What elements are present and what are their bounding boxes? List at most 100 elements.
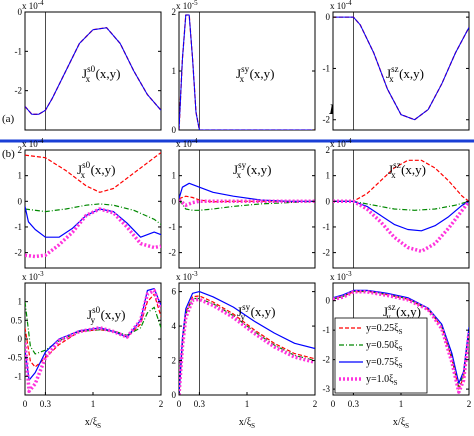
legend-label: y=1.0ξS [366,374,398,387]
axes-frame [178,149,316,269]
ytick-label: -1 [323,222,331,232]
series-line-1 [25,203,161,225]
ytick-label: 0 [326,296,331,306]
xtick-label: 1 [399,399,404,409]
ytick-label: 0 [326,196,331,206]
panel-title: Jsy x (x,y) [236,64,275,84]
ytick-label: 1 [172,171,177,181]
xaxis-label: x/ξS [85,417,101,430]
ytick-label: -1 [15,46,23,56]
panel-b3: 2 1 0 -1 -2 x 10-4 Jsz x (x,y) [323,137,470,269]
panel-c1: 1 0.5 0 -0.5 -1 0 0.3 1 2 x 10-3 Js0 y (x,y) x/ξS [8,270,164,430]
legend: y=0.25ξS y=0.50ξS y=0.75ξS y=1.0ξS [334,317,428,394]
axes-frame [332,11,470,131]
ytick-label: 0.5 [11,315,23,325]
ytick-label: -2 [15,86,23,96]
panel-b2: 1 0 -1 -2 x 10-4 Jsy x (x,y) [169,137,316,269]
ytick-label: -3 [323,384,331,394]
series-line-3 [25,207,161,259]
panel-c2: 6 4 2 00 0.3 1 2 x 10-3 Jsy y (x,y) x/ξS [172,270,318,430]
series-line-3 [333,199,469,254]
series-line-1 [179,14,315,130]
multiplier-label: x 10-4 [22,0,44,11]
legend-label: y=0.50ξS [366,340,403,353]
ytick-label: 1 [18,297,23,307]
legend-box [334,317,428,394]
multiplier-label: x 10-4 [330,0,352,11]
panel-title: Jsz x (x,y) [386,64,424,84]
ytick-label: -1 [323,325,331,335]
panel-title: Jsz x (x,y) [388,160,426,180]
panel-a3: 0 -1 -2 x 10-4 Jsz x (x,y) [323,0,470,131]
series-line-2 [25,288,161,381]
ytick-label: -2 [323,248,331,258]
ytick-label: -1 [15,222,23,232]
ytick-label: 1 [326,171,331,181]
panel-a2: 0 1 2x 10-5 Jsy x (x,y) [172,0,316,135]
ytick-label: 0 [18,334,23,344]
series-line-0 [179,195,315,203]
axes-frame [24,149,162,269]
series-line-0 [25,293,161,368]
series-line-1 [25,27,161,115]
axes-frame [178,282,316,396]
xtick-label: 0.3 [194,399,206,409]
xaxis-label: x/ξS [393,417,409,430]
axes-frame [178,11,316,131]
panel-title: Jsy x (x,y) [233,160,272,180]
panel-title: Jsz y (x,y) [383,302,421,322]
ytick-label: 0 [18,196,23,206]
series-line-3 [25,288,161,394]
ytick-label: -2 [169,248,177,258]
xtick-label: 1 [91,399,96,409]
panel-title: Js0 x (x,y) [82,64,121,84]
ytick-label: -2 [323,355,331,365]
series-line-1 [179,199,315,211]
multiplier-label: x 10-3 [22,270,44,282]
panel-a1: 0 -1 -2 x 10-4 Js0 x (x,y) [15,0,162,131]
panel-title: Js0 y (x,y) [87,305,126,325]
series-line-0 [333,159,469,202]
ytick-label: 0 [172,390,177,400]
series-line-0 [25,152,161,193]
panel-title: Js0 x (x,y) [77,160,116,180]
ytick-label: -2 [15,248,23,258]
xtick-label: 0 [177,399,182,409]
ytick-label: 0 [326,12,331,22]
ytick-label: -0.5 [8,353,23,363]
ytick-label: 2 [326,145,331,155]
legend-label: y=0.25ξS [366,323,403,336]
xtick-label: 0 [331,399,336,409]
ytick-label: -1 [15,371,23,381]
panel-b1: 2 1 0 -1 -2 x 10-4 Js0 x (x,y) [15,137,162,269]
xtick-label: 1 [245,399,250,409]
xtick-label: 0.3 [40,399,52,409]
xaxis-label: x/ξS [239,417,255,430]
series-line-3 [179,198,315,207]
xtick-label: 0 [23,399,28,409]
series-line-1 [333,16,469,121]
ytick-label: 0 [18,7,23,17]
multiplier-label: x 10-3 [330,270,352,282]
xtick-label: 2 [467,399,472,409]
axes-frame [332,149,470,269]
ytick-label: 2 [172,356,177,366]
multiplier-label: x 10-4 [330,137,352,149]
multiplier-label: x 10-4 [176,137,198,149]
series-line-2 [179,182,315,202]
ytick-label: 2 [18,145,23,155]
axes-frame [24,11,162,131]
series-line-1 [25,301,161,355]
multiplier-label: x 10-3 [176,270,198,282]
ytick-label: -1 [169,222,177,232]
ytick-label: -1 [323,63,331,73]
ytick-label: 1 [18,171,23,181]
xtick-label: 0.3 [348,399,360,409]
multiplier-label: x 10-5 [176,0,198,11]
ytick-label: 0 [172,125,177,135]
multiplier-label: x 10-4 [22,137,44,149]
panel-title: Jsy y (x,y) [237,302,276,322]
